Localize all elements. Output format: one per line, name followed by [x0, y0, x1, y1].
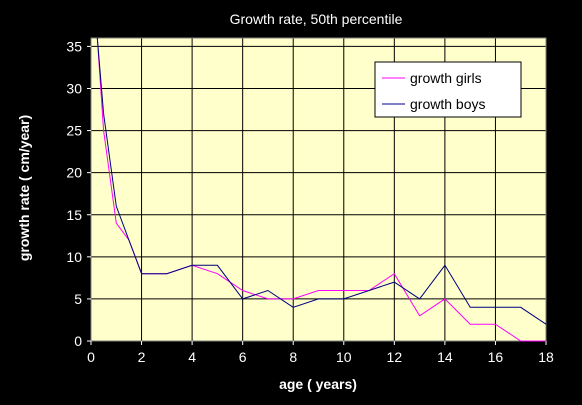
x-tick-label: 18	[538, 349, 554, 365]
y-axis-label: growth rate ( cm/year)	[16, 115, 32, 261]
y-tick-label: 30	[66, 81, 82, 97]
x-tick-label: 8	[289, 349, 297, 365]
series-line-growth-boys	[96, 37, 547, 325]
y-tick-label: 35	[66, 38, 82, 54]
y-tick-label: 25	[66, 123, 82, 139]
y-tick-label: 10	[66, 249, 82, 265]
x-tick-label: 0	[87, 349, 95, 365]
x-tick-label: 4	[188, 349, 196, 365]
legend-box	[374, 61, 522, 118]
plot-frame	[90, 37, 547, 342]
chart-title: Growth rate, 50th percentile	[230, 11, 403, 27]
x-tick-label: 16	[488, 349, 504, 365]
y-tick-label: 5	[74, 291, 82, 307]
y-tick-label: 0	[74, 333, 82, 349]
y-tick-label: 15	[66, 207, 82, 223]
legend-label-girls: growth girls	[410, 70, 482, 86]
x-tick-label: 2	[138, 349, 146, 365]
legend-label-boys: growth boys	[410, 96, 485, 112]
x-tick-label: 14	[437, 349, 453, 365]
x-tick-label: 6	[239, 349, 247, 365]
y-tick-label: 20	[66, 165, 82, 181]
x-tick-label: 12	[387, 349, 403, 365]
legend: growth girls growth boys	[374, 61, 522, 118]
x-tick-label: 10	[336, 349, 352, 365]
x-axis-label: age ( years)	[279, 376, 357, 392]
